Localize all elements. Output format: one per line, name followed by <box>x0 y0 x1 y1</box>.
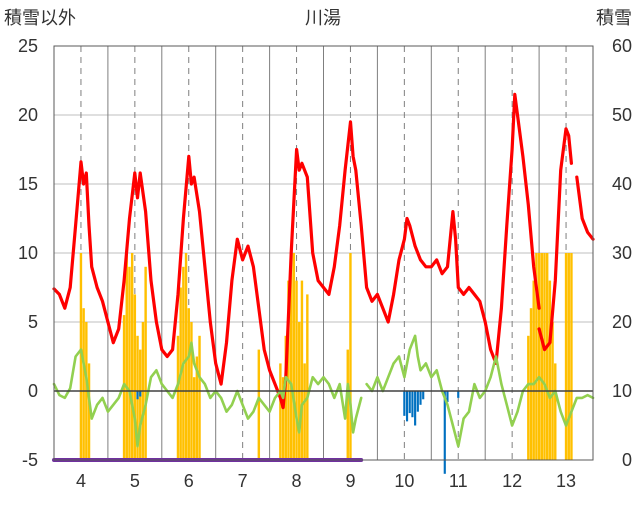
plot-frame <box>53 45 594 461</box>
right-tick-label: 40 <box>612 174 632 194</box>
blue-bar <box>414 391 417 426</box>
x-tick-label: 7 <box>238 471 248 491</box>
right-tick-label: 50 <box>612 105 632 125</box>
x-tick-label: 12 <box>502 471 522 491</box>
blue-bar <box>408 391 411 414</box>
snow-bar <box>284 335 287 460</box>
snow-bar <box>133 294 137 460</box>
right-tick-label: 60 <box>612 36 632 56</box>
left-tick-label: 10 <box>18 243 38 263</box>
x-tick-label: 4 <box>76 471 86 491</box>
blue-bar <box>446 391 449 403</box>
blue-bar <box>422 391 425 400</box>
snow-bar <box>303 363 306 460</box>
snow-bar <box>346 349 349 460</box>
x-tick-label: 8 <box>292 471 302 491</box>
x-tick-label: 6 <box>184 471 194 491</box>
red-line-series <box>537 127 573 352</box>
snow-bar <box>306 294 309 460</box>
blue-bar <box>405 391 409 422</box>
x-tick-label: 9 <box>345 471 355 491</box>
left-tick-label: 15 <box>18 174 38 194</box>
red-line-series <box>52 92 541 410</box>
snow-bar <box>289 253 293 460</box>
snow-bar <box>192 377 196 460</box>
right-tick-label: 20 <box>612 312 632 332</box>
snow-bar <box>543 253 546 460</box>
snow-bar <box>287 280 290 460</box>
x-tick-label: 13 <box>556 471 576 491</box>
blue-bar <box>411 391 414 418</box>
right-tick-label: 0 <box>622 450 632 470</box>
blue-bar <box>136 391 139 400</box>
blue-bar <box>457 391 460 398</box>
snow-bar <box>532 280 535 460</box>
snow-bar <box>176 335 180 460</box>
snow-bar <box>564 253 568 460</box>
snow-bar <box>570 253 573 460</box>
left-tick-label: 25 <box>18 36 38 56</box>
snow-bar <box>548 280 552 460</box>
snow-bar <box>527 335 530 460</box>
snow-bar <box>87 363 91 460</box>
snow-bar <box>130 253 134 460</box>
x-tick-label: 5 <box>130 471 140 491</box>
left-tick-label: -5 <box>22 450 38 470</box>
chart-title: 川湯 <box>305 8 341 29</box>
green-line-series <box>52 341 363 448</box>
snow-bar <box>257 349 261 460</box>
blue-bar <box>419 391 422 405</box>
snow-bar <box>198 335 201 460</box>
blue-bar <box>443 391 446 474</box>
bar-layer <box>79 253 573 474</box>
x-tick-label: 11 <box>449 471 468 491</box>
left-axis-label: 積雪以外 <box>4 8 76 29</box>
left-tick-label: 20 <box>18 105 38 125</box>
right-axis-label: 積雪 <box>596 8 632 29</box>
snow-bar <box>79 253 83 460</box>
snow-bar <box>279 363 282 460</box>
axis-layer: -5 0 5 10 15 20 25 0 10 20 30 40 50 60 4 5 6 7 8 9 10 11 12 13 <box>18 36 632 491</box>
snow-bar <box>184 253 188 460</box>
snow-bar <box>537 253 541 460</box>
snow-bar <box>300 280 304 460</box>
right-tick-label: 30 <box>612 243 632 263</box>
snow-bar <box>554 363 557 460</box>
snow-bar <box>349 253 352 460</box>
snow-bar <box>128 266 131 460</box>
snow-bar <box>535 253 538 460</box>
left-tick-label: 0 <box>28 381 38 401</box>
snow-bar <box>281 377 285 460</box>
snow-bar <box>144 266 147 460</box>
blue-bar <box>416 391 419 412</box>
snow-bar <box>545 253 549 460</box>
right-tick-label: 10 <box>612 381 632 401</box>
snow-bar <box>295 280 298 460</box>
snow-bar <box>125 253 128 460</box>
snow-bar <box>292 253 296 460</box>
snow-bar <box>82 308 85 460</box>
x-tick-label: 10 <box>394 471 414 491</box>
blue-bar <box>139 391 142 397</box>
snow-bar <box>540 253 544 460</box>
snow-bar <box>567 253 570 460</box>
red-line-series <box>575 175 595 241</box>
snow-bar <box>195 356 199 460</box>
blue-bar <box>403 391 406 416</box>
snow-bar <box>187 308 190 460</box>
left-tick-label: 5 <box>28 312 38 332</box>
snow-bar <box>139 349 142 460</box>
